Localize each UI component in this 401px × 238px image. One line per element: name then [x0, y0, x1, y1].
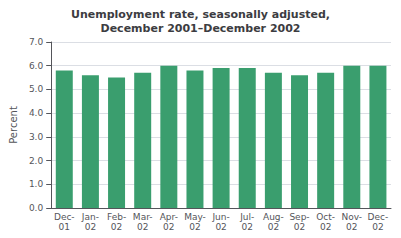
svg-text:Oct-: Oct-: [316, 212, 335, 222]
svg-text:December 2001–December 2002: December 2001–December 2002: [101, 22, 301, 35]
svg-text:02: 02: [163, 222, 174, 232]
svg-text:02: 02: [111, 222, 122, 232]
svg-text:May-: May-: [184, 212, 206, 222]
svg-text:Aug-: Aug-: [263, 212, 284, 222]
svg-text:0.0: 0.0: [29, 203, 44, 213]
svg-text:Percent: Percent: [8, 106, 19, 144]
svg-text:02: 02: [137, 222, 148, 232]
svg-text:02: 02: [268, 222, 279, 232]
svg-text:02: 02: [346, 222, 357, 232]
svg-text:Dec-: Dec-: [54, 212, 75, 222]
svg-text:02: 02: [320, 222, 331, 232]
svg-text:02: 02: [85, 222, 96, 232]
svg-text:5.0: 5.0: [29, 84, 44, 94]
svg-text:02: 02: [189, 222, 200, 232]
svg-text:Jul-: Jul-: [239, 212, 254, 222]
svg-text:Jan-: Jan-: [81, 212, 99, 222]
svg-text:Jun-: Jun-: [211, 212, 229, 222]
svg-text:02: 02: [242, 222, 253, 232]
svg-text:Dec-: Dec-: [368, 212, 389, 222]
svg-text:02: 02: [215, 222, 226, 232]
svg-text:4.0: 4.0: [29, 108, 44, 118]
svg-text:Apr-: Apr-: [160, 212, 178, 222]
svg-text:6.0: 6.0: [29, 61, 44, 71]
svg-text:Sep-: Sep-: [289, 212, 309, 222]
svg-text:01: 01: [59, 222, 70, 232]
svg-text:Feb-: Feb-: [107, 212, 126, 222]
svg-text:Nov-: Nov-: [342, 212, 363, 222]
svg-text:02: 02: [294, 222, 305, 232]
svg-text:7.0: 7.0: [29, 37, 44, 47]
svg-text:Unemployment rate, seasonally: Unemployment rate, seasonally adjusted,: [71, 8, 330, 21]
svg-text:3.0: 3.0: [29, 132, 44, 142]
svg-text:02: 02: [372, 222, 383, 232]
svg-text:2.0: 2.0: [29, 156, 44, 166]
svg-text:Mar-: Mar-: [133, 212, 153, 222]
svg-text:1.0: 1.0: [29, 179, 44, 189]
